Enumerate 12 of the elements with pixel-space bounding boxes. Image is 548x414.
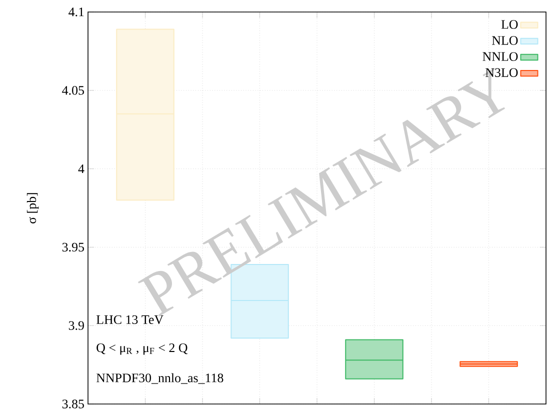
y-tick-label: 3.9 — [68, 321, 84, 330]
annotation: Q < μ$_{R}$ , μ$_{F}$ < 2 Q — [96, 343, 188, 355]
y-tick-label: 3.85 — [62, 400, 84, 408]
y-tick-label: 4.05 — [62, 86, 84, 95]
y-tick-label: 4.1 — [68, 8, 84, 16]
legend-label: NNLO — [482, 52, 518, 61]
y-tick-label: 3.95 — [62, 242, 84, 252]
legend-label: NLO — [492, 36, 518, 45]
legend-label: LO — [501, 20, 518, 29]
annotation: NNPDF30_nnlo_as_118 — [96, 373, 224, 384]
y-tick-label: 4 — [78, 164, 84, 174]
y-axis-title: σ [pb] — [26, 193, 39, 224]
